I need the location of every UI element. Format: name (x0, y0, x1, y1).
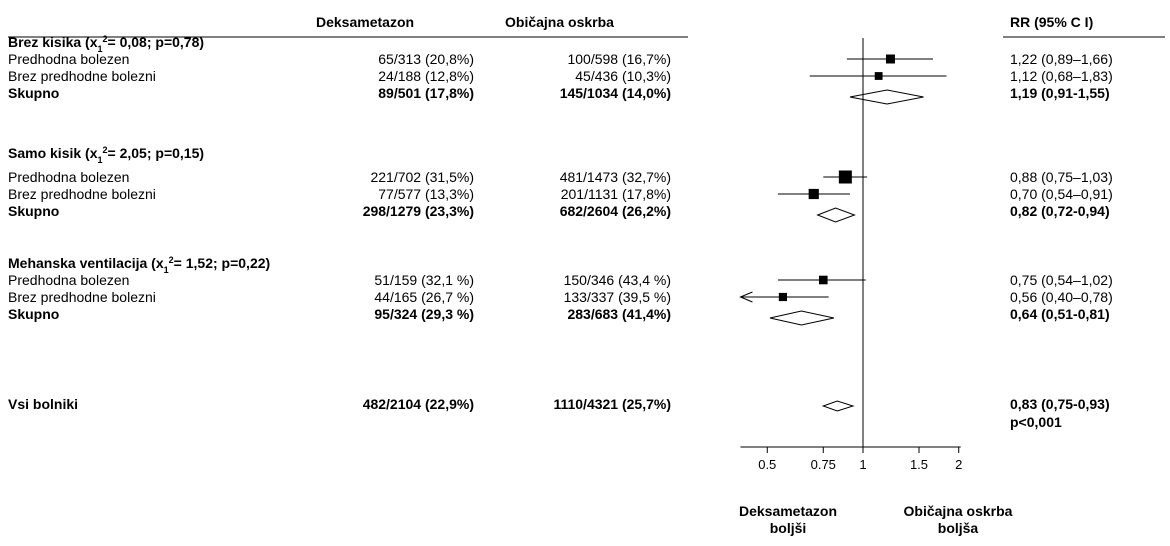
x-tick-label: 0.5 (758, 457, 776, 472)
deks-value: 482/2104 (22,9%) (363, 396, 474, 412)
total-label: Skupno (8, 306, 59, 322)
overall-p-value: p<0,001 (1010, 414, 1062, 430)
rr-value: 0,56 (0,40–0,78) (1010, 289, 1113, 305)
point-estimate (885, 54, 895, 64)
group-heading: Samo kisik (x12= 2,05; p=0,15) (8, 145, 204, 165)
point-estimate (778, 292, 788, 302)
total-label: Skupno (8, 85, 59, 101)
obic-value: 201/1131 (17,8%) (561, 186, 671, 202)
row-label: Brez predhodne bolezni (8, 289, 156, 305)
obic-value: 481/1473 (32,7%) (560, 169, 671, 185)
footer-left-line: boljši (770, 520, 807, 536)
deks-value: 51/159 (32,1 %) (374, 272, 474, 288)
overall-diamond (821, 400, 855, 412)
obic-value: 283/683 (41,4%) (567, 306, 671, 322)
deks-value: 298/1279 (23,3%) (363, 203, 474, 219)
rr-value: 0,83 (0,75-0,93) (1010, 396, 1110, 412)
row-label: Predhodna bolezen (8, 51, 129, 67)
group-heading: Mehanska ventilacija (x12= 1,52; p=0,22) (8, 255, 270, 275)
row-label: Predhodna bolezen (8, 272, 129, 288)
rr-value: 1,12 (0,68–1,83) (1010, 68, 1113, 84)
group-heading: Brez kisika (x12= 0,08; p=0,78) (8, 34, 204, 54)
obic-value: 100/598 (16,7%) (567, 51, 671, 67)
row-label: Predhodna bolezen (8, 169, 129, 185)
obic-value: 150/346 (43,4 %) (564, 272, 671, 288)
header-obicajna-oskrba: Običajna oskrba (505, 14, 614, 30)
rr-value: 0,88 (0,75–1,03) (1010, 169, 1113, 185)
deks-value: 89/501 (17,8%) (378, 85, 474, 101)
point-estimate (838, 170, 852, 184)
x-tick-label: 1.5 (910, 457, 928, 472)
obic-value: 145/1034 (14,0%) (560, 85, 671, 101)
obic-value: 682/2604 (26,2%) (560, 203, 671, 219)
point-estimate (818, 275, 828, 285)
total-label: Skupno (8, 203, 59, 219)
footer-left-line: Deksametazon (739, 503, 837, 519)
rr-value: 1,19 (0,91-1,55) (1010, 85, 1110, 101)
rr-value: 0,64 (0,51-0,81) (1010, 306, 1110, 322)
rr-value: 0,75 (0,54–1,02) (1010, 272, 1113, 288)
rr-value: 0,70 (0,54–0,91) (1010, 186, 1113, 202)
deks-value: 221/702 (31,5%) (370, 169, 474, 185)
rr-value: 0,82 (0,72-0,94) (1010, 203, 1110, 219)
footer-right-line: boljša (938, 520, 979, 536)
deks-value: 65/313 (20,8%) (378, 51, 474, 67)
header-deksametazon: Deksametazon (316, 14, 414, 30)
footer-right-line: Običajna oskrba (904, 503, 1013, 519)
ci-arrow (739, 291, 753, 303)
row-label: Brez predhodne bolezni (8, 186, 156, 202)
point-estimate (808, 188, 819, 200)
summary-diamond (816, 207, 856, 223)
obic-value: 45/436 (10,3%) (575, 68, 671, 84)
header-rr: RR (95% C I) (1010, 14, 1093, 30)
row-label: Brez predhodne bolezni (8, 68, 156, 84)
summary-diamond (849, 89, 924, 105)
x-tick-label: 2 (955, 457, 962, 472)
rr-value: 1,22 (0,89–1,66) (1010, 51, 1113, 67)
forest-rows: Brez kisika (x12= 0,08; p=0,78)Predhodna… (8, 34, 1113, 430)
deks-value: 77/577 (13,3%) (378, 186, 474, 202)
obic-value: 133/337 (39,5 %) (564, 289, 671, 305)
x-tick-label: 0.75 (811, 457, 836, 472)
point-estimate (874, 72, 883, 80)
deks-value: 44/165 (26,7 %) (374, 289, 474, 305)
deks-value: 95/324 (29,3 %) (374, 306, 474, 322)
summary-diamond (769, 310, 835, 326)
deks-value: 24/188 (12,8%) (378, 68, 474, 84)
x-tick-label: 1 (859, 457, 866, 472)
total-label: Vsi bolniki (8, 396, 78, 412)
obic-value: 1110/4321 (25,7%) (553, 396, 671, 412)
